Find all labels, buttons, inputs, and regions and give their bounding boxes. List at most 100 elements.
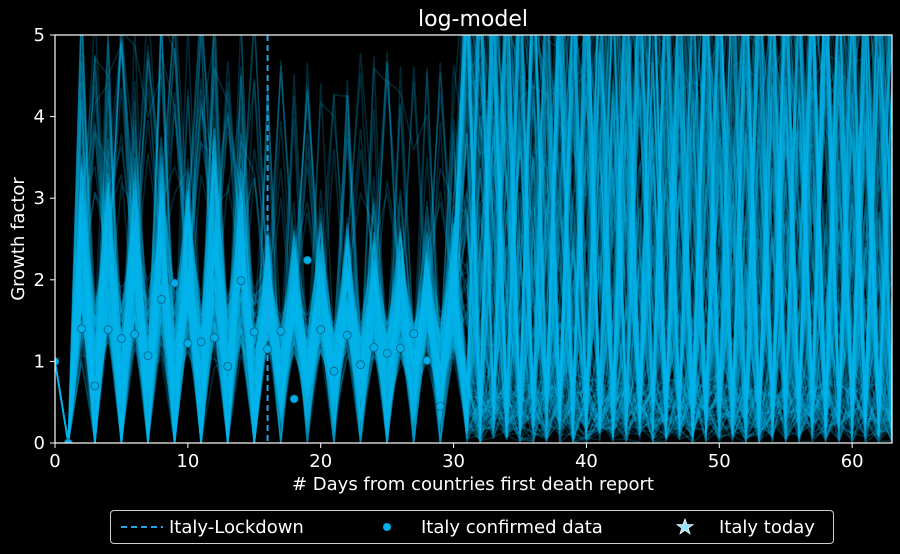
legend-label-confirmed: Italy confirmed data <box>421 516 603 538</box>
simulation-trace <box>55 35 892 443</box>
data-point <box>170 278 179 288</box>
simulation-trace <box>55 35 892 443</box>
simulation-trace <box>55 35 892 443</box>
simulation-trace <box>55 35 892 443</box>
simulation-trace <box>55 35 892 443</box>
simulation-trace <box>55 35 879 443</box>
simulation-trace <box>55 35 892 443</box>
star-icon <box>675 517 695 535</box>
simulation-trace <box>55 35 892 443</box>
simulation-trace <box>55 35 892 443</box>
simulation-trace <box>55 35 892 443</box>
simulation-trace <box>55 35 892 443</box>
chart-legend: Italy-Lockdown Italy confirmed data Ital… <box>110 510 834 544</box>
simulation-trace <box>55 35 892 443</box>
simulation-trace <box>55 35 892 443</box>
data-point <box>55 357 60 366</box>
simulation-trace <box>55 35 892 443</box>
y-tick-label: 1 <box>34 351 45 372</box>
simulation-trace <box>55 35 892 443</box>
simulation-trace <box>55 35 892 443</box>
simulation-trace <box>55 35 892 443</box>
simulation-trace <box>55 35 892 443</box>
data-point <box>249 327 259 337</box>
data-point <box>382 348 392 358</box>
simulation-trace <box>55 35 891 443</box>
simulation-trace <box>55 35 891 443</box>
simulation-trace <box>55 35 892 443</box>
simulation-trace <box>55 35 892 443</box>
x-axis-label: # Days from countries first death report <box>292 474 654 495</box>
simulation-trace <box>55 35 892 443</box>
data-point <box>77 324 86 334</box>
x-tick-label: 10 <box>176 451 199 472</box>
data-point <box>435 401 445 411</box>
simulation-trace <box>55 35 892 443</box>
data-point <box>196 337 206 347</box>
simulation-trace <box>55 35 892 443</box>
simulation-trace <box>55 35 892 443</box>
legend-label-today: Italy today <box>719 516 815 538</box>
simulation-trace <box>55 35 892 443</box>
simulation-trace <box>55 35 892 443</box>
simulation-trace <box>55 35 892 443</box>
simulation-trace <box>55 35 888 443</box>
data-point <box>356 360 365 370</box>
data-point <box>63 438 73 443</box>
y-axis-label: Growth factor <box>8 177 29 301</box>
simulation-trace <box>55 35 892 443</box>
simulation-trace <box>55 35 892 443</box>
data-point <box>329 366 339 376</box>
simulation-trace <box>55 35 892 443</box>
simulation-trace <box>55 35 892 443</box>
simulation-trace <box>55 35 892 443</box>
simulation-trace <box>55 35 892 443</box>
simulation-trace <box>55 35 892 443</box>
simulation-trace <box>55 35 892 443</box>
simulation-trace <box>55 35 892 443</box>
simulation-trace <box>55 35 892 443</box>
simulation-trace <box>55 35 892 443</box>
simulation-trace <box>55 35 892 443</box>
simulation-trace <box>55 35 892 443</box>
data-point <box>303 255 312 265</box>
simulation-trace <box>55 35 892 443</box>
simulation-trace <box>55 35 892 443</box>
simulation-trace <box>55 35 892 443</box>
simulation-traces <box>55 35 892 443</box>
data-point <box>117 334 126 343</box>
simulation-trace <box>55 35 892 443</box>
simulation-trace <box>55 35 890 443</box>
simulation-trace <box>55 35 892 443</box>
data-point <box>422 356 432 365</box>
simulation-trace <box>55 35 892 443</box>
x-tick-label: 40 <box>575 451 598 472</box>
simulation-trace <box>55 35 892 443</box>
simulation-trace <box>55 35 892 443</box>
simulation-trace <box>55 35 892 443</box>
data-point <box>143 351 153 361</box>
simulation-trace <box>55 35 892 443</box>
simulation-trace <box>55 35 892 443</box>
simulation-trace <box>55 35 892 443</box>
simulation-trace <box>55 35 892 443</box>
plot-area <box>55 35 892 443</box>
simulation-trace <box>55 35 892 443</box>
simulation-trace <box>55 35 892 443</box>
simulation-trace <box>55 35 892 443</box>
simulation-trace <box>55 35 892 443</box>
simulation-trace <box>55 35 892 443</box>
x-tick-label: 0 <box>49 451 60 472</box>
simulation-trace <box>55 35 892 443</box>
data-point <box>103 325 113 334</box>
simulation-trace <box>55 35 892 443</box>
simulation-trace <box>55 35 892 443</box>
data-point <box>409 329 419 339</box>
y-tick-label: 2 <box>34 270 45 291</box>
y-tick-label: 4 <box>34 107 45 128</box>
simulation-trace <box>55 43 892 443</box>
simulation-trace <box>55 35 892 443</box>
simulation-trace <box>55 35 892 443</box>
simulation-trace <box>55 35 892 443</box>
x-tick-label: 30 <box>442 451 465 472</box>
